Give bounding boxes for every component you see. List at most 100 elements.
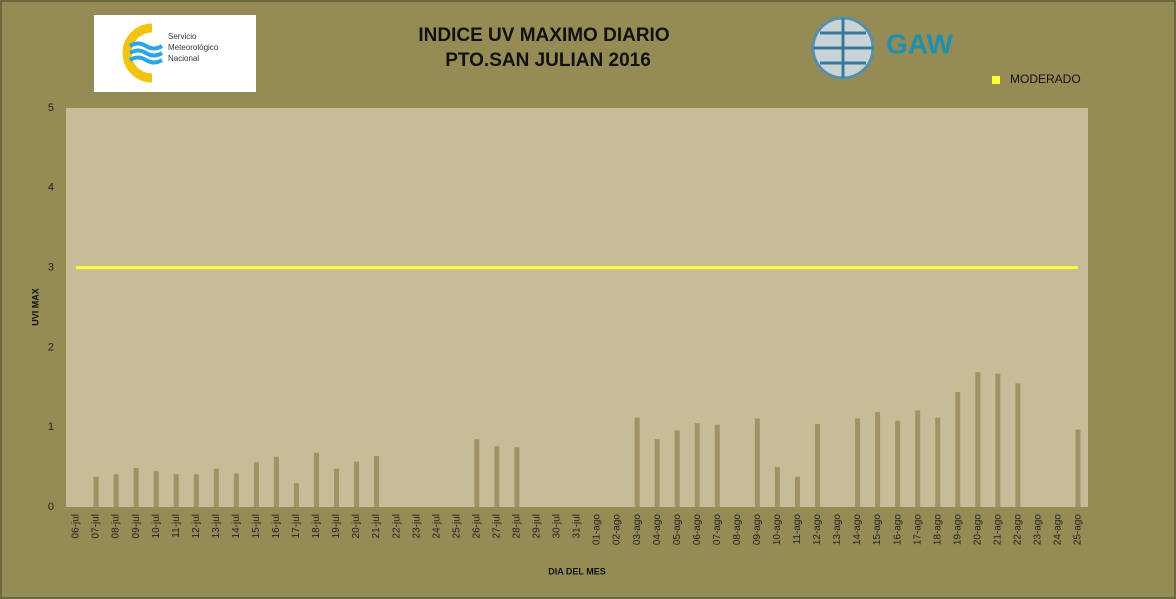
x-tick-label: 20-jul xyxy=(351,514,362,538)
x-tick-label: 23-jul xyxy=(411,514,422,538)
bar xyxy=(514,447,520,507)
x-tick-label: 03-ago xyxy=(632,514,643,546)
x-tick-label: 15-ago xyxy=(872,514,883,546)
x-tick-label: 11-jul xyxy=(171,514,182,538)
bar xyxy=(895,420,901,507)
x-tick-label: 18-jul xyxy=(311,514,322,538)
x-tick-label: 31-jul xyxy=(572,514,583,538)
logo-text: Servicio xyxy=(168,32,197,41)
x-tick-label: 14-jul xyxy=(231,514,242,538)
x-tick-label: 11-ago xyxy=(792,514,803,545)
x-tick-label: 10-ago xyxy=(772,514,783,546)
globe-lines xyxy=(813,18,873,78)
bar xyxy=(93,476,99,507)
bar xyxy=(975,372,981,507)
x-tick-label: 17-jul xyxy=(291,514,302,538)
x-tick-label: 14-ago xyxy=(852,514,863,546)
plot-area xyxy=(66,108,1088,507)
bar xyxy=(875,412,881,507)
x-tick-label: 25-jul xyxy=(451,514,462,538)
logo-text: Meteorológico xyxy=(168,43,219,52)
bar xyxy=(474,439,480,507)
bar xyxy=(935,417,941,507)
x-tick-label: 12-jul xyxy=(191,514,202,538)
legend-label: MODERADO xyxy=(1010,72,1081,86)
x-tick-label: 16-ago xyxy=(892,514,903,546)
y-tick-label: 0 xyxy=(48,501,54,513)
x-tick-label: 19-ago xyxy=(952,514,963,546)
bar xyxy=(133,467,139,507)
bar xyxy=(293,483,299,507)
x-tick-label: 08-jul xyxy=(111,514,122,538)
bar xyxy=(313,452,319,507)
bar xyxy=(1075,429,1081,507)
x-tick-label: 08-ago xyxy=(732,514,743,546)
bar xyxy=(634,417,640,507)
bar xyxy=(674,430,680,507)
x-tick-label: 05-ago xyxy=(672,514,683,546)
x-tick-label: 26-jul xyxy=(471,514,482,538)
smn-logo: Servicio Meteorológico Nacional xyxy=(94,15,256,92)
x-tick-label: 21-ago xyxy=(992,514,1003,546)
bar xyxy=(754,418,760,507)
bar xyxy=(955,392,961,507)
x-tick-label: 15-jul xyxy=(251,514,262,538)
y-tick-label: 5 xyxy=(48,102,54,114)
y-tick-label: 2 xyxy=(48,341,54,353)
bar xyxy=(694,423,700,507)
logo-text: Nacional xyxy=(168,54,199,63)
x-tick-label: 13-ago xyxy=(832,514,843,546)
x-tick-label: 10-jul xyxy=(151,514,162,538)
bar xyxy=(774,467,780,507)
bar xyxy=(714,424,720,507)
x-tick-label: 22-ago xyxy=(1013,514,1024,546)
bar xyxy=(374,455,380,507)
y-tick-label: 3 xyxy=(48,262,54,274)
bar xyxy=(253,462,259,507)
x-tick-label: 21-jul xyxy=(371,514,382,538)
bar xyxy=(213,468,219,507)
bar xyxy=(794,476,800,507)
x-tick-label: 06-jul xyxy=(71,514,82,538)
y-tick-label: 4 xyxy=(48,182,54,194)
x-tick-label: 24-jul xyxy=(431,514,442,538)
bar xyxy=(193,474,199,507)
x-tick-label: 18-ago xyxy=(932,514,943,546)
x-tick-label: 07-ago xyxy=(712,514,723,546)
bar xyxy=(354,461,360,507)
x-tick-label: 28-jul xyxy=(512,514,523,538)
x-tick-label: 25-ago xyxy=(1073,514,1084,546)
x-tick-label: 07-jul xyxy=(91,514,102,538)
x-tick-label: 02-ago xyxy=(612,514,623,546)
chart-subtitle: PTO.SAN JULIAN 2016 xyxy=(445,50,651,71)
bar xyxy=(273,456,279,507)
x-tick-label: 20-ago xyxy=(972,514,983,546)
logo-box xyxy=(94,15,256,92)
x-tick-label: 17-ago xyxy=(912,514,923,546)
x-tick-label: 09-ago xyxy=(752,514,763,546)
bar xyxy=(814,424,820,507)
logo-arc xyxy=(122,23,153,83)
x-tick-label: 04-ago xyxy=(652,514,663,546)
x-tick-label: 22-jul xyxy=(391,514,402,538)
x-tick-label: 06-ago xyxy=(692,514,703,546)
x-tick-label: 24-ago xyxy=(1053,514,1064,546)
bar xyxy=(494,446,500,507)
x-tick-label: 16-jul xyxy=(271,514,282,538)
x-tick-label: 19-jul xyxy=(331,514,342,538)
bar xyxy=(855,418,861,507)
x-tick-label: 12-ago xyxy=(812,514,823,546)
x-tick-label: 29-jul xyxy=(532,514,543,538)
x-tick-label: 30-jul xyxy=(552,514,563,538)
bar xyxy=(915,410,921,507)
logo-waves xyxy=(128,41,164,65)
bar xyxy=(334,468,340,507)
x-tick-label: 23-ago xyxy=(1033,514,1044,546)
gaw-text: GAW xyxy=(886,28,953,59)
gaw-logo: GAW xyxy=(811,16,953,80)
bar xyxy=(1015,383,1021,507)
bar xyxy=(995,373,1001,507)
x-tick-label: 09-jul xyxy=(131,514,142,538)
